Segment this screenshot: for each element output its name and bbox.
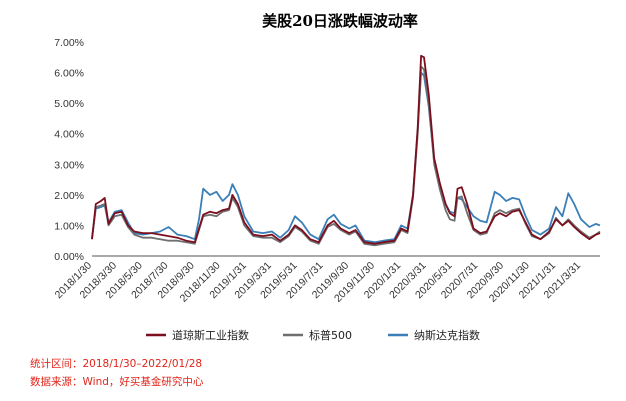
x-axis: 2018/1/302018/3/302018/5/302018/7/302018…: [53, 255, 600, 305]
legend-label: 标普500: [309, 328, 352, 342]
series-layer: [91, 54, 601, 247]
y-tick-label: 1.00%: [54, 220, 84, 232]
y-tick-label: 5.00%: [54, 98, 84, 110]
series-line: [91, 65, 601, 247]
legend-label: 纳斯达克指数: [414, 328, 480, 342]
legend: 道琼斯工业指数 标普500 纳斯达克指数: [146, 328, 480, 342]
footnote-source: 数据来源：Wind，好买基金研究中心: [30, 376, 204, 388]
y-tick-label: 4.00%: [54, 129, 84, 141]
y-tick-label: 0.00%: [54, 251, 84, 263]
footnote-range: 统计区间：2018/1/30–2022/01/28: [30, 358, 203, 370]
y-tick-label: 3.00%: [54, 159, 84, 171]
y-tick-label: 7.00%: [54, 37, 84, 49]
chart-title: 美股20日涨跌幅波动率: [262, 12, 418, 30]
legend-label: 道琼斯工业指数: [172, 328, 249, 342]
y-axis: 0.00% 1.00% 2.00% 3.00% 4.00% 5.00% 6.00% 7.00%: [54, 37, 84, 263]
y-tick-label: 6.00%: [54, 68, 84, 80]
series-line: [91, 71, 601, 244]
y-tick-label: 2.00%: [54, 190, 84, 202]
series-line: [91, 54, 601, 245]
